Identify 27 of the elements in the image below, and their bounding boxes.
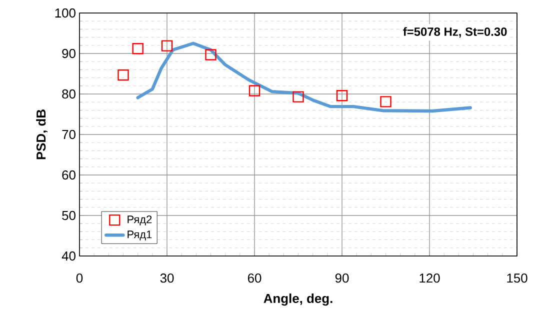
legend-label: Ряд1 (128, 230, 152, 240)
y-tick-label: 80 (62, 89, 76, 99)
y-tick-label: 90 (62, 48, 76, 58)
point (132, 43, 144, 54)
legend-label: Ряд2 (128, 216, 152, 226)
x-tick-label: 60 (248, 274, 262, 283)
x-axis-title: Angle, deg. (264, 294, 332, 306)
x-tick-label: 30 (160, 274, 174, 283)
point (161, 40, 173, 52)
point (380, 96, 392, 108)
point (336, 90, 348, 102)
y-tick-label: 70 (62, 130, 76, 140)
line-series (136, 42, 472, 113)
y-tick-label: 40 (62, 251, 76, 261)
point (118, 69, 129, 81)
x-tick-label: 150 (507, 274, 528, 283)
point (292, 91, 304, 102)
point (205, 49, 216, 60)
x-tick-label: 90 (335, 274, 349, 283)
y-tick-label: 50 (62, 210, 76, 220)
x-tick-label: 120 (420, 274, 440, 283)
annotation: f=5078 Hz, St=0.30 (403, 27, 507, 38)
x-tick-label: 0 (76, 274, 83, 283)
y-tick-label: 100 (55, 8, 76, 18)
y-axis-title: PSD, dB (36, 110, 48, 160)
point (248, 85, 260, 96)
y-tick-label: 60 (62, 170, 76, 180)
